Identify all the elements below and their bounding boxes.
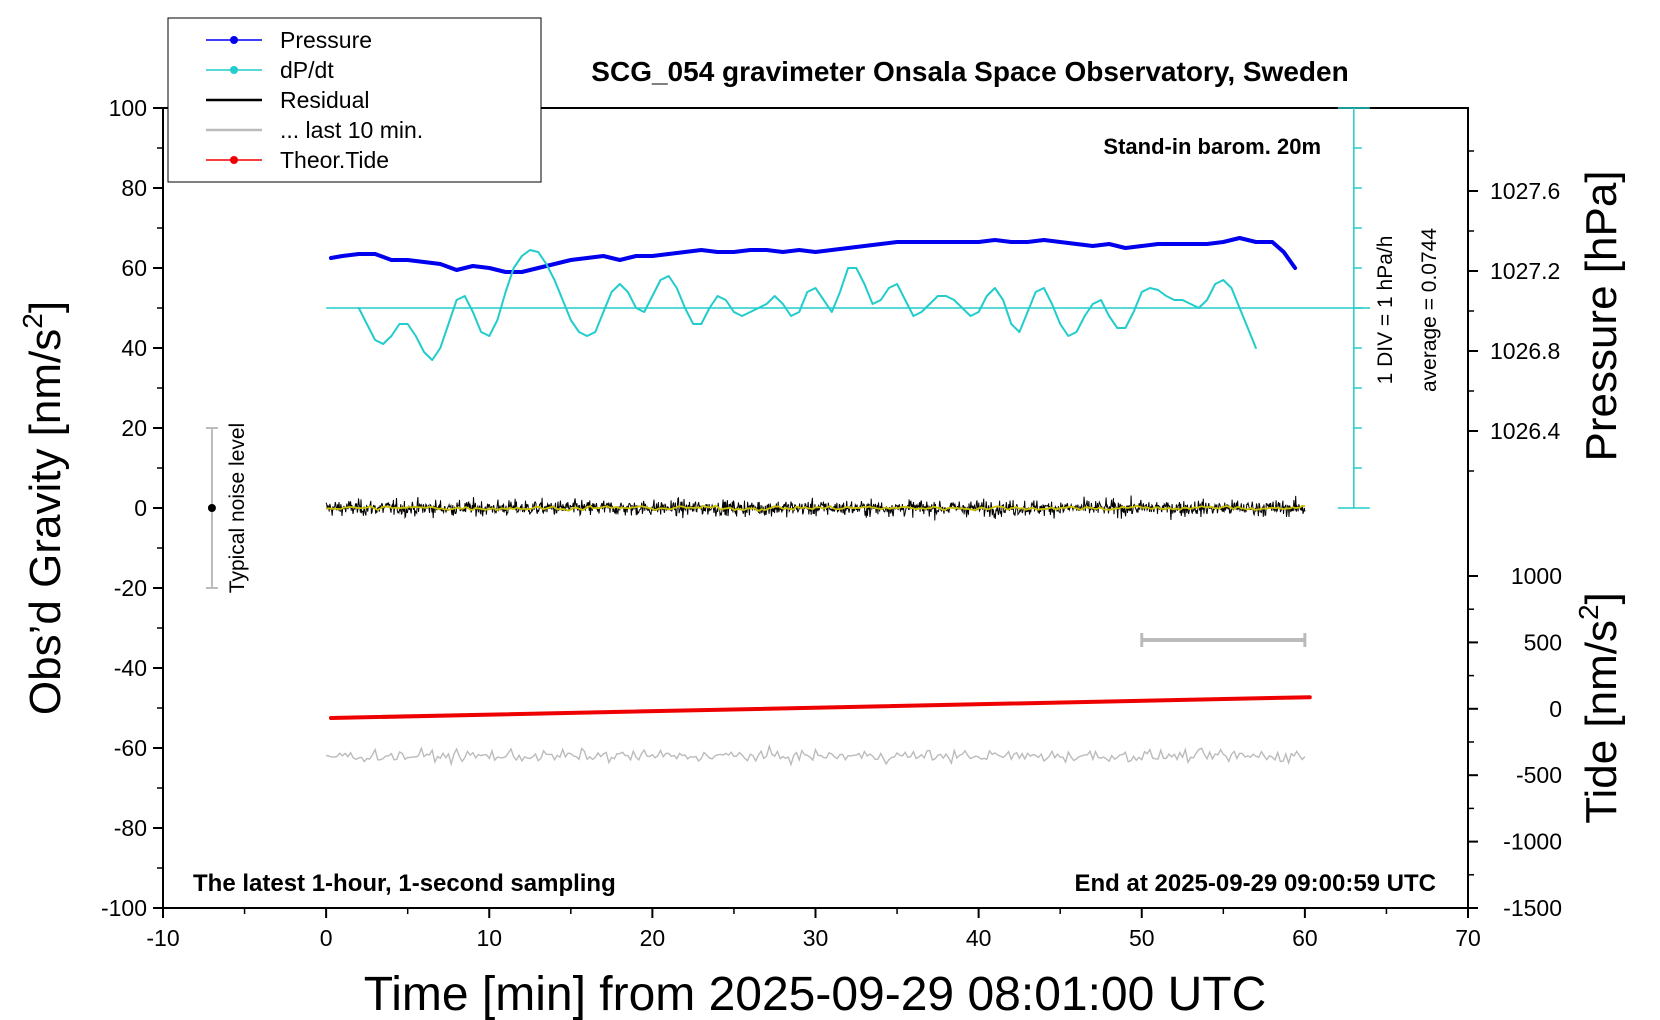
pressure-series <box>329 236 1298 274</box>
tide-axis: -1500 -1000 -500 0 500 1000 <box>1468 563 1562 921</box>
tide-tick-label: 500 <box>1524 629 1562 655</box>
x-tick-label: 30 <box>803 925 829 951</box>
x-tick-label: 60 <box>1292 925 1318 951</box>
tide-tick-label: 1000 <box>1511 563 1562 589</box>
y-tick-label: -80 <box>114 815 147 841</box>
pressure-tick-label: 1026.8 <box>1490 338 1560 364</box>
x-tick-label: 40 <box>966 925 992 951</box>
y-tick-label: 80 <box>121 175 147 201</box>
x-tick-label: 50 <box>1129 925 1155 951</box>
y-tick-label: 60 <box>121 255 147 281</box>
y-tick-label: 100 <box>109 95 147 121</box>
legend: Pressure dP/dt Residual ... last 10 min. The… <box>167 17 542 183</box>
x-axis: -10 0 10 20 30 40 50 60 70 <box>146 908 1481 951</box>
legend-dp-dt-marker <box>230 66 238 74</box>
y-tick-label: -20 <box>114 575 147 601</box>
pressure-axis: 1026.4 1026.8 1027.2 1027.6 <box>1468 150 1561 472</box>
bottom-left-note: The latest 1-hour, 1-second sampling <box>193 870 616 897</box>
legend-theor-tide-marker <box>230 156 238 164</box>
tide-axis-title-sup: 2 <box>1573 604 1604 620</box>
legend-residual-label: Residual <box>280 87 370 113</box>
tide-tick-label: -500 <box>1516 762 1562 788</box>
barometer-note: Stand-in barom. 20m <box>1103 134 1321 159</box>
average-label: average = 0.0744 <box>1418 228 1441 392</box>
series-layer <box>325 236 1371 767</box>
tide-axis-title: Tide [nm/s2] <box>1573 592 1626 824</box>
y-tick-label: 40 <box>121 335 147 361</box>
chart-title: SCG_054 gravimeter Onsala Space Observat… <box>591 56 1348 87</box>
pressure-tick-label: 1026.4 <box>1490 418 1561 444</box>
y-tick-label: -100 <box>101 895 147 921</box>
chart-extras <box>205 107 1370 647</box>
last-10-min-series <box>325 743 1306 767</box>
x-tick-label: -10 <box>146 925 179 951</box>
y-tick-label: 20 <box>121 415 147 441</box>
left-axis-title-main: Obs’d Gravity [nm/s <box>21 329 70 715</box>
div-label: 1 DIV = 1 hPa/h <box>1374 236 1397 385</box>
y-tick-label: -40 <box>114 655 147 681</box>
x-tick-label: 20 <box>640 925 666 951</box>
tide-tick-label: -1000 <box>1503 829 1562 855</box>
legend-theor-tide-label: Theor.Tide <box>280 147 389 173</box>
left-y-axis: -100 -80 -60 -40 -20 0 20 40 60 80 100 <box>101 95 163 921</box>
y-tick-label: 0 <box>134 495 147 521</box>
tide-tick-label: -1500 <box>1503 895 1562 921</box>
left-axis-title-sup: 2 <box>17 313 48 329</box>
legend-dp-dt-label: dP/dt <box>280 57 334 83</box>
dpdt-series <box>357 249 1257 361</box>
legend-last-10-min-label: ... last 10 min. <box>280 117 423 143</box>
residual-smoothed <box>325 504 1306 512</box>
legend-pressure-marker <box>230 36 238 44</box>
y-tick-label: -60 <box>114 735 147 761</box>
tide-axis-title-main: Tide [nm/s <box>1577 620 1626 824</box>
left-axis-title-end: ] <box>21 301 70 313</box>
tide-series <box>329 695 1312 720</box>
noise-label: Typical noise level <box>226 423 249 593</box>
tide-tick-label: 0 <box>1549 696 1562 722</box>
pressure-axis-title: Pressure [hPa] <box>1577 170 1626 461</box>
tide-axis-title-end: ] <box>1577 592 1626 604</box>
left-axis-title: Obs’d Gravity [nm/s2] <box>17 301 70 715</box>
x-tick-label: 70 <box>1455 925 1481 951</box>
x-axis-title: Time [min] from 2025-09-29 08:01:00 UTC <box>364 968 1267 1020</box>
x-tick-label: 10 <box>476 925 502 951</box>
noise-bar-center <box>207 504 216 512</box>
legend-pressure-label: Pressure <box>280 27 372 53</box>
pressure-tick-label: 1027.6 <box>1490 178 1560 204</box>
x-tick-label: 0 <box>320 925 333 951</box>
bottom-right-note: End at 2025-09-29 09:00:59 UTC <box>1075 870 1437 897</box>
pressure-tick-label: 1027.2 <box>1490 258 1560 284</box>
